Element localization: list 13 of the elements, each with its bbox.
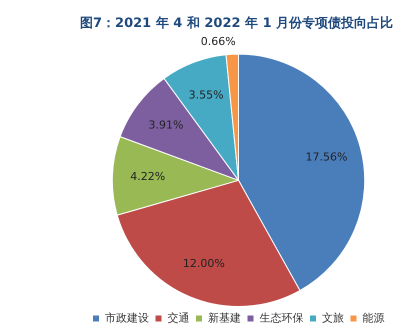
data-label: 3.91% [148,118,184,132]
data-label: 12.00% [182,257,225,270]
legend-label: 生态环保 [260,311,304,324]
chart-title: 图7：2021 年 4 和 2022 年 1 月份专项债投向占比 [80,15,394,32]
data-label: 4.22% [130,170,166,183]
legend-label: 市政建设 [105,311,149,324]
data-label: 17.56% [305,150,348,164]
legend-label: 新基建 [208,311,241,324]
legend-label: 交通 [168,311,190,324]
legend-label: 文旅 [322,311,344,324]
data-label: 0.66% [200,35,236,48]
data-label: 3.55% [188,88,224,102]
legend-label: 能源 [362,311,384,324]
